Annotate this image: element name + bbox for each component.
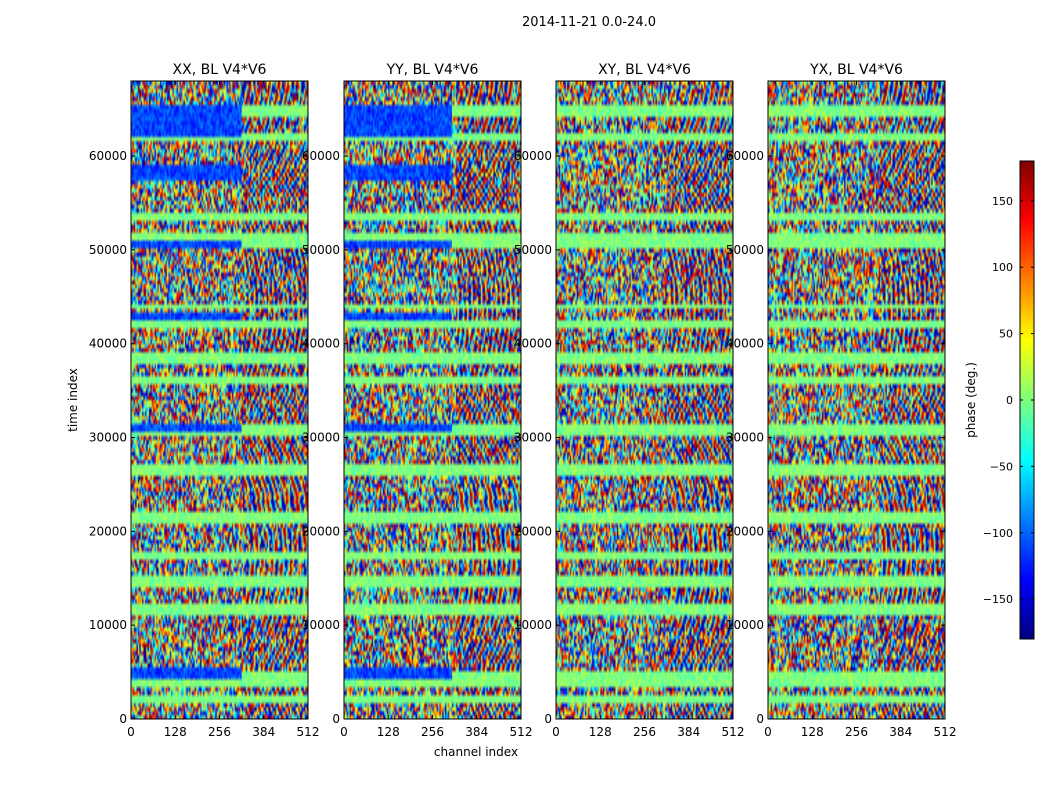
y-tick-label: 40000	[89, 337, 127, 351]
y-tick-label: 20000	[302, 524, 340, 538]
x-tick-label: 384	[889, 725, 912, 739]
x-tick-label: 512	[297, 725, 320, 739]
x-tick-label: 384	[677, 725, 700, 739]
y-tick-label: 60000	[89, 149, 127, 163]
y-tick-label: 0	[544, 712, 552, 726]
y-tick-label: 50000	[89, 243, 127, 257]
x-tick-label: 512	[934, 725, 957, 739]
y-tick-label: 10000	[302, 618, 340, 632]
panel-xx: XX, BL V4*V6 0 128 256 384 512 0 10000 20000 3000…	[89, 62, 320, 739]
colorbar-tick-label: 50	[999, 328, 1013, 341]
heatmap-xy	[556, 81, 733, 719]
y-tick-label: 60000	[302, 149, 340, 163]
x-tick-label: 256	[421, 725, 444, 739]
heatmap-yx	[768, 81, 945, 719]
y-tick-label: 40000	[514, 337, 552, 351]
y-tick-label: 0	[119, 712, 127, 726]
x-tick-label: 0	[127, 725, 135, 739]
colorbar-tick-label: 100	[992, 261, 1013, 274]
y-tick-label: 20000	[89, 524, 127, 538]
x-tick-label: 0	[764, 725, 772, 739]
x-tick-label: 0	[552, 725, 560, 739]
x-tick-label: 128	[801, 725, 824, 739]
panel-yx: YX, BL V4*V6 0 128 256 384 512 0 10000 20000 3000…	[726, 62, 957, 739]
x-tick-label: 384	[252, 725, 275, 739]
y-tick-label: 50000	[514, 243, 552, 257]
y-tick-label: 60000	[726, 149, 764, 163]
y-tick-label: 0	[756, 712, 764, 726]
y-tick-label: 10000	[514, 618, 552, 632]
heatmap-yy	[344, 81, 521, 719]
colorbar-tick-label: −150	[983, 593, 1013, 606]
panel-title: YY, BL V4*V6	[386, 62, 479, 78]
colorbar: −150 −100 −50 0 50 100 150	[983, 160, 1035, 640]
y-tick-label: 60000	[514, 149, 552, 163]
y-tick-label: 40000	[726, 337, 764, 351]
y-tick-label: 30000	[514, 431, 552, 445]
y-tick-label: 10000	[726, 618, 764, 632]
x-tick-label: 128	[377, 725, 400, 739]
y-tick-label: 30000	[302, 431, 340, 445]
panel-title: XY, BL V4*V6	[598, 62, 691, 78]
x-tick-label: 128	[164, 725, 187, 739]
x-tick-label: 128	[589, 725, 612, 739]
colorbar-tick-label: −100	[983, 527, 1013, 540]
y-tick-label: 10000	[89, 618, 127, 632]
y-tick-label: 30000	[726, 431, 764, 445]
panel-yy: YY, BL V4*V6 0 128 256 384 512 0 10000 20000 3000…	[302, 62, 533, 739]
y-tick-label: 20000	[514, 524, 552, 538]
x-tick-label: 256	[208, 725, 231, 739]
y-tick-label: 50000	[726, 243, 764, 257]
colorbar-label: phase (deg.)	[964, 362, 978, 438]
x-tick-label: 512	[510, 725, 533, 739]
x-tick-label: 0	[340, 725, 348, 739]
y-axis-label: time index	[66, 368, 80, 432]
panels-group: XX, BL V4*V6 0 128 256 384 512 0 10000 20000 3000…	[89, 62, 957, 739]
x-tick-label: 512	[722, 725, 745, 739]
y-tick-label: 40000	[302, 337, 340, 351]
x-axis-label: channel index	[434, 745, 518, 759]
heatmap-xx	[131, 81, 308, 719]
y-tick-label: 50000	[302, 243, 340, 257]
figure-suptitle: 2014-11-21 0.0-24.0	[522, 15, 656, 30]
panel-title: XX, BL V4*V6	[173, 62, 267, 78]
panel-xy: XY, BL V4*V6 0 128 256 384 512 0 10000 20000 3000…	[514, 62, 745, 739]
panel-title: YX, BL V4*V6	[809, 62, 903, 78]
colorbar-tick-label: 0	[1006, 394, 1013, 407]
x-tick-label: 384	[465, 725, 488, 739]
colorbar-tick-label: 150	[992, 195, 1013, 208]
x-tick-label: 256	[845, 725, 868, 739]
y-tick-label: 20000	[726, 524, 764, 538]
x-tick-label: 256	[633, 725, 656, 739]
y-tick-label: 30000	[89, 431, 127, 445]
y-tick-label: 0	[332, 712, 340, 726]
colorbar-tick-label: −50	[990, 460, 1013, 473]
